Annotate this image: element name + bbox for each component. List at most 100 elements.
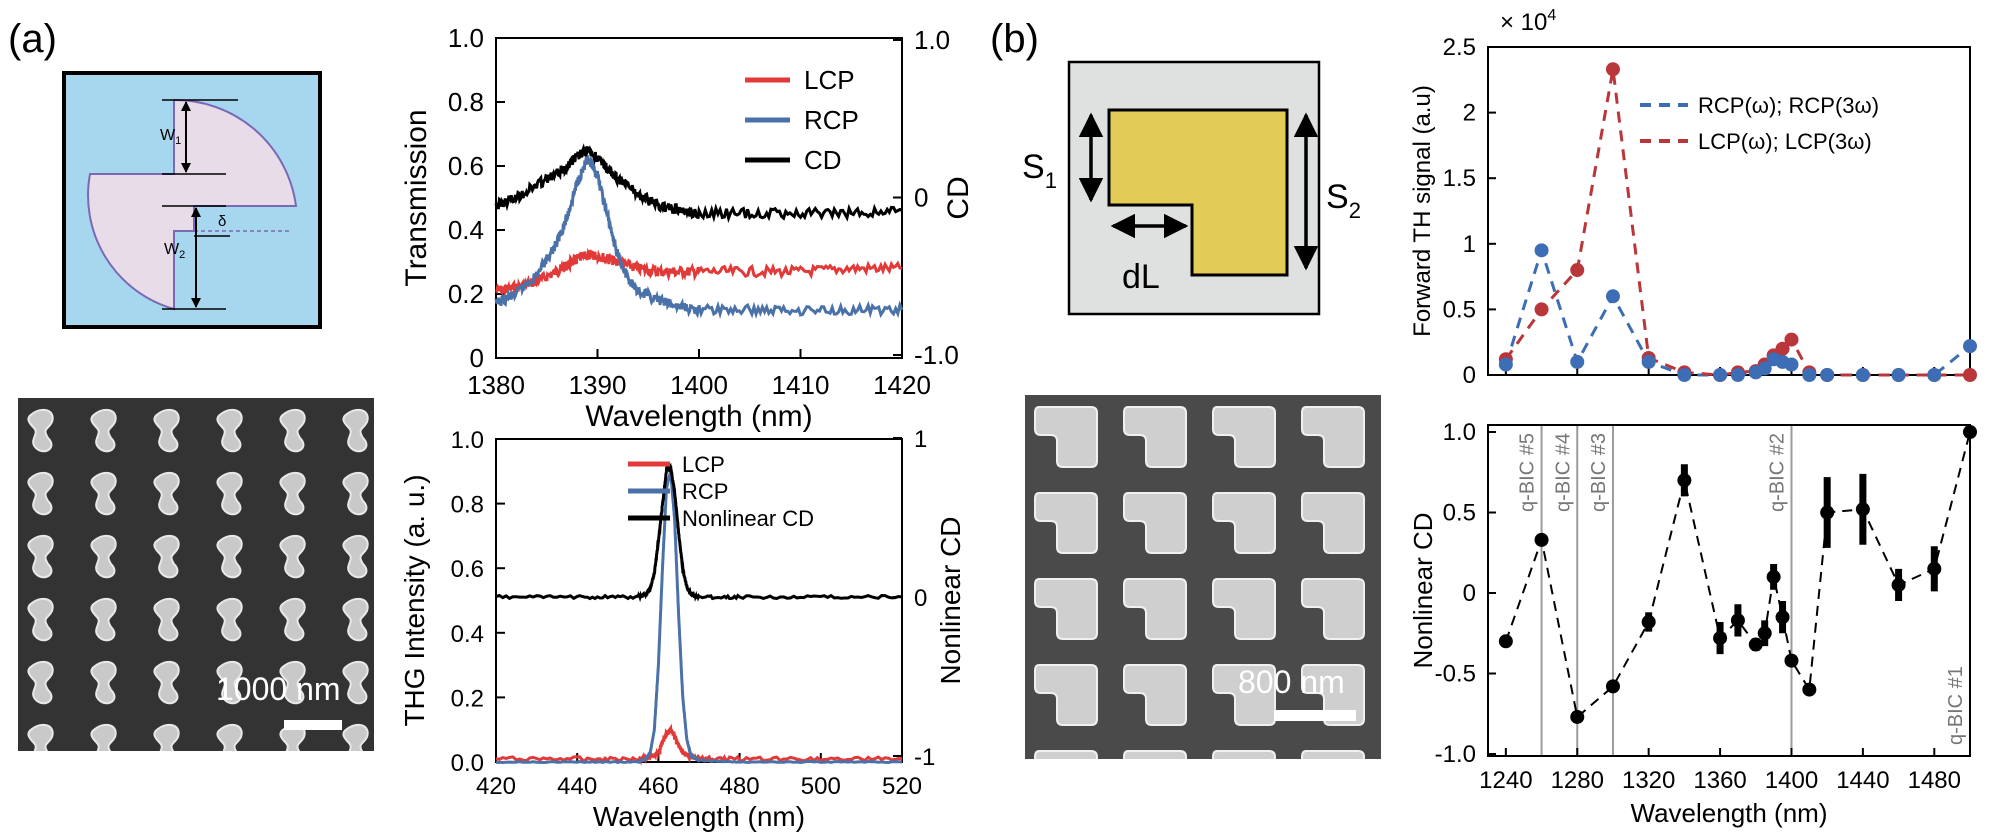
x-tick-label: 1240 xyxy=(1479,767,1532,794)
legend-label: LCP(ω); LCP(3ω) xyxy=(1698,129,1872,154)
panel-label-a: (a) xyxy=(8,17,57,61)
series-line-nonlinear-cd xyxy=(495,462,903,603)
y2-tick-label: -1.0 xyxy=(914,340,959,370)
thg-chart: 420 440 460 480 500 520 0.0 0.2 0.4 0.6 0.8 1.0 -1 0 1… xyxy=(399,426,966,832)
y2-axis-label: CD xyxy=(942,176,975,219)
schematic-dl-label: dL xyxy=(1122,258,1160,296)
y2-tick-label: 0 xyxy=(914,183,928,213)
schematic-b: S1 S2 dL xyxy=(1022,60,1361,316)
legend-label: LCP xyxy=(682,452,725,477)
schematic-a: W1 W2 δ xyxy=(62,71,322,329)
x-tick-label: 1320 xyxy=(1622,767,1675,794)
x-tick-label: 1360 xyxy=(1693,767,1746,794)
legend-label: RCP xyxy=(682,479,728,504)
y-axis-label: Forward TH signal (a.u) xyxy=(1409,85,1436,337)
legend-label: CD xyxy=(804,145,842,175)
data-point xyxy=(1855,368,1870,382)
data-point xyxy=(1927,561,1942,576)
x-tick-label: 520 xyxy=(882,773,922,800)
data-point xyxy=(1534,302,1549,317)
x-tick-label: 1400 xyxy=(670,370,728,400)
y-tick-label: 0.4 xyxy=(448,215,484,245)
sem-a-scale-label: 1000 nm xyxy=(216,671,341,707)
x-tick-label: 440 xyxy=(557,773,597,800)
sem-b-scale-label: 800 nm xyxy=(1238,664,1345,700)
forward-th-chart: 0 0.5 1 1.5 2 2.5 × 104 Forward TH signal (a.u)… xyxy=(1409,7,1977,389)
q-bic-label: q-BIC #1 xyxy=(1945,666,1967,745)
y-tick-label: 0.4 xyxy=(451,621,484,648)
y-axis-label: Transmission xyxy=(400,109,433,286)
data-point xyxy=(1963,339,1977,354)
data-point xyxy=(1498,357,1513,372)
y-tick-label: 0.2 xyxy=(451,685,484,712)
q-bic-label: q-BIC #3 xyxy=(1588,433,1610,512)
data-point xyxy=(1570,263,1585,278)
x-tick-label: 1280 xyxy=(1551,767,1604,794)
x-tick-label: 1480 xyxy=(1908,767,1961,794)
data-point xyxy=(1677,368,1692,382)
series-line-cd xyxy=(494,143,903,224)
y2-tick-label: 1.0 xyxy=(914,25,950,55)
data-point xyxy=(1748,637,1763,652)
y2-axis-label: Nonlinear CD xyxy=(935,516,966,684)
sem-b-scale-bar xyxy=(1274,710,1356,721)
data-point xyxy=(1784,357,1799,372)
data-point xyxy=(1534,532,1549,547)
y-tick-label: 0.5 xyxy=(1443,296,1476,323)
y-tick-label: 0 xyxy=(1463,362,1476,389)
y-tick-label: -1.0 xyxy=(1435,741,1476,768)
sem-a-scale-bar xyxy=(284,720,342,730)
y-tick-label: 0.0 xyxy=(451,750,484,777)
data-point xyxy=(1757,626,1772,641)
data-point xyxy=(1891,368,1906,382)
y-multiplier: × 104 xyxy=(1500,7,1556,36)
legend-label: Nonlinear CD xyxy=(682,506,814,531)
y-tick-label: 0.6 xyxy=(448,151,484,181)
schematic-s1-label: S1 xyxy=(1022,148,1057,193)
data-point xyxy=(1927,368,1942,382)
data-point xyxy=(1605,289,1620,304)
q-bic-label: q-BIC #5 xyxy=(1517,433,1539,512)
x-tick-label: 1440 xyxy=(1836,767,1889,794)
data-point xyxy=(1757,361,1772,376)
data-point xyxy=(1570,709,1585,724)
data-point xyxy=(1641,354,1656,369)
x-tick-label: 1410 xyxy=(772,370,830,400)
legend-label: LCP xyxy=(804,65,855,95)
data-point xyxy=(1641,614,1656,629)
x-axis-label: Wavelength (nm) xyxy=(585,400,812,433)
x-axis-label: Wavelength (nm) xyxy=(593,801,805,832)
y-tick-label: 0.6 xyxy=(451,556,484,583)
schematic-w1-label: W1 xyxy=(160,127,181,147)
y-tick-label: 1.5 xyxy=(1443,165,1476,192)
data-point xyxy=(1963,368,1977,382)
schematic-delta-label: δ xyxy=(218,213,226,230)
y-tick-label: 1 xyxy=(1463,231,1476,258)
data-point xyxy=(1498,634,1513,649)
series-line-lcp xyxy=(495,247,903,297)
q-bic-label: q-BIC #4 xyxy=(1552,433,1574,512)
data-point xyxy=(1713,631,1728,646)
y-tick-label: 0.2 xyxy=(448,279,484,309)
x-tick-label: 1390 xyxy=(569,370,627,400)
x-tick-label: 500 xyxy=(801,773,841,800)
y2-tick-label: 1 xyxy=(914,426,927,453)
schematic-s2-label: S2 xyxy=(1326,178,1361,223)
q-bic-label: q-BIC #2 xyxy=(1766,433,1788,512)
data-point xyxy=(1784,653,1799,668)
data-point xyxy=(1891,577,1906,592)
y-tick-label: -0.5 xyxy=(1435,661,1476,688)
schematic-w2-label: W2 xyxy=(164,241,185,261)
data-point xyxy=(1775,341,1790,356)
y2-tick-label: -1 xyxy=(914,744,935,771)
y-tick-label: 1.0 xyxy=(448,23,484,53)
legend-label: RCP xyxy=(804,105,859,135)
series-line-lcp xyxy=(495,723,903,766)
y-tick-label: 0 xyxy=(470,343,484,373)
data-point xyxy=(1784,332,1799,347)
x-tick-label: 1420 xyxy=(873,370,931,400)
data-point xyxy=(1534,243,1549,258)
x-tick-label: 420 xyxy=(476,773,516,800)
data-point xyxy=(1605,62,1620,77)
